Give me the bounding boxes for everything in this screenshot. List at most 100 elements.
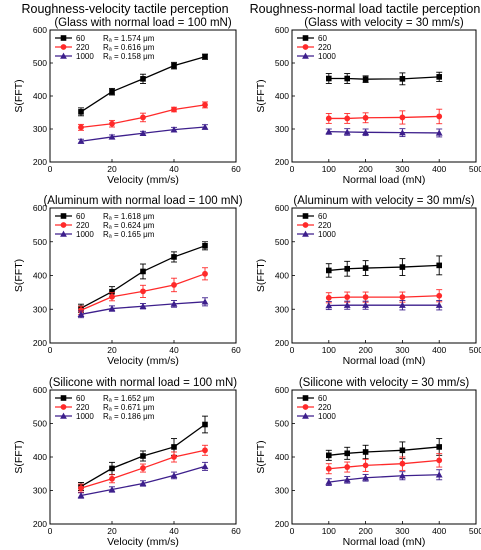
marker-circle bbox=[202, 447, 208, 454]
marker-square bbox=[399, 447, 406, 454]
legend-entry: 1000 bbox=[297, 230, 336, 239]
legend-entry: 1000 Rₐ = 0.165 μm bbox=[55, 230, 155, 239]
marker-circle bbox=[436, 292, 443, 299]
marker-square bbox=[60, 395, 67, 401]
marker-circle bbox=[325, 115, 332, 122]
series-220 bbox=[325, 453, 443, 475]
marker-triangle bbox=[77, 492, 85, 499]
marker-triangle bbox=[108, 486, 116, 493]
marker-triangle bbox=[201, 298, 209, 305]
y-tick-label: 200 bbox=[275, 338, 289, 348]
y-tick-label: 200 bbox=[33, 519, 47, 529]
legend-label: 220 bbox=[318, 403, 332, 412]
x-tick-label: 300 bbox=[395, 345, 409, 355]
marker-square bbox=[344, 265, 350, 272]
x-axis-label: Normal load (mN) bbox=[343, 174, 426, 186]
chart-panel: (Aluminum with velocity = 30 mm/s) 200 300… bbox=[255, 195, 481, 367]
marker-circle bbox=[436, 457, 443, 464]
legend-entry: 220 Rₐ = 0.624 μm bbox=[55, 221, 155, 230]
y-tick-label: 200 bbox=[275, 519, 289, 529]
marker-square bbox=[202, 243, 208, 249]
series-60 bbox=[325, 255, 443, 278]
legend-entry: 60 bbox=[297, 34, 327, 43]
x-tick-label: 0 bbox=[48, 164, 53, 174]
x-tick-label: 300 bbox=[395, 164, 409, 174]
y-axis-label: S(FFT) bbox=[255, 440, 267, 473]
series-line bbox=[80, 56, 206, 113]
marker-triangle bbox=[302, 230, 309, 237]
marker-circle bbox=[78, 124, 84, 131]
marker-triangle bbox=[399, 301, 406, 308]
chart-panel: (Glass with normal load = 100 mN)2003004… bbox=[13, 17, 241, 186]
y-axis-label: S(FFT) bbox=[255, 259, 267, 292]
panel-title: (Glass with normal load = 100 mN) bbox=[54, 17, 232, 29]
y-tick-label: 500 bbox=[275, 419, 289, 429]
marker-circle bbox=[60, 222, 67, 228]
series-1000 bbox=[77, 461, 209, 499]
legend-entry: 220 bbox=[297, 403, 332, 412]
marker-square bbox=[171, 62, 177, 69]
y-tick-label: 600 bbox=[275, 385, 289, 395]
marker-square bbox=[399, 76, 406, 82]
y-tick-label: 300 bbox=[275, 486, 289, 496]
y-tick-label: 500 bbox=[275, 58, 289, 68]
x-axis-label: Velocity (mm/s) bbox=[107, 536, 179, 548]
x-tick-label: 400 bbox=[432, 526, 446, 536]
marker-square bbox=[60, 35, 67, 41]
legend-roughness: Rₐ = 1.652 μm bbox=[103, 394, 155, 403]
column-title-normal-load: Roughness-normal load tactile perception bbox=[250, 2, 481, 16]
y-tick-label: 300 bbox=[33, 304, 47, 314]
legend-roughness: Rₐ = 1.618 μm bbox=[103, 212, 155, 221]
marker-triangle bbox=[139, 480, 147, 487]
marker-triangle bbox=[325, 302, 333, 309]
marker-square bbox=[109, 88, 115, 95]
marker-triangle bbox=[302, 412, 309, 419]
marker-circle bbox=[344, 464, 351, 470]
marker-triangle bbox=[343, 301, 351, 308]
marker-square bbox=[362, 265, 369, 271]
marker-square bbox=[302, 213, 309, 219]
x-tick-label: 500 bbox=[469, 345, 481, 355]
y-axis-label: S(FFT) bbox=[13, 440, 25, 473]
series-1000 bbox=[77, 123, 209, 144]
x-tick-label: 500 bbox=[469, 526, 481, 536]
marker-triangle bbox=[60, 412, 67, 419]
marker-triangle bbox=[170, 472, 178, 479]
marker-circle bbox=[302, 222, 309, 228]
marker-circle bbox=[78, 307, 84, 314]
marker-square bbox=[302, 35, 309, 41]
marker-circle bbox=[202, 102, 208, 108]
legend-entry: 60 Rₐ = 1.618 μm bbox=[55, 212, 155, 221]
legend-entry: 60 bbox=[297, 394, 327, 403]
x-tick-label: 0 bbox=[48, 345, 53, 355]
marker-triangle bbox=[435, 471, 443, 478]
legend-roughness: Rₐ = 0.624 μm bbox=[103, 221, 155, 230]
y-tick-label: 300 bbox=[275, 304, 289, 314]
marker-square bbox=[202, 421, 208, 428]
marker-triangle bbox=[77, 310, 85, 318]
marker-circle bbox=[109, 120, 115, 127]
y-tick-label: 400 bbox=[33, 452, 47, 462]
x-tick-label: 400 bbox=[432, 345, 446, 355]
marker-triangle bbox=[60, 230, 67, 237]
legend-roughness: Rₐ = 0.616 μm bbox=[103, 43, 155, 52]
legend-label: 1000 bbox=[318, 52, 336, 61]
legend-entry: 220 Rₐ = 0.671 μm bbox=[55, 403, 155, 412]
y-tick-label: 600 bbox=[275, 203, 289, 213]
x-tick-label: 20 bbox=[107, 345, 117, 355]
y-tick-label: 300 bbox=[275, 124, 289, 134]
series-60 bbox=[325, 71, 443, 86]
x-tick-label: 0 bbox=[48, 526, 53, 536]
x-tick-label: 0 bbox=[290, 164, 295, 174]
legend-roughness: Rₐ = 0.186 μm bbox=[103, 412, 155, 421]
legend-label: 1000 bbox=[76, 230, 94, 239]
series-1000 bbox=[325, 128, 443, 138]
marker-square bbox=[344, 450, 350, 457]
marker-circle bbox=[436, 113, 443, 120]
y-tick-label: 600 bbox=[33, 25, 47, 35]
legend-entry: 220 bbox=[297, 43, 332, 52]
x-tick-label: 20 bbox=[107, 164, 117, 174]
y-tick-label: 200 bbox=[33, 338, 47, 348]
marker-square bbox=[202, 53, 208, 60]
marker-square bbox=[326, 452, 332, 459]
